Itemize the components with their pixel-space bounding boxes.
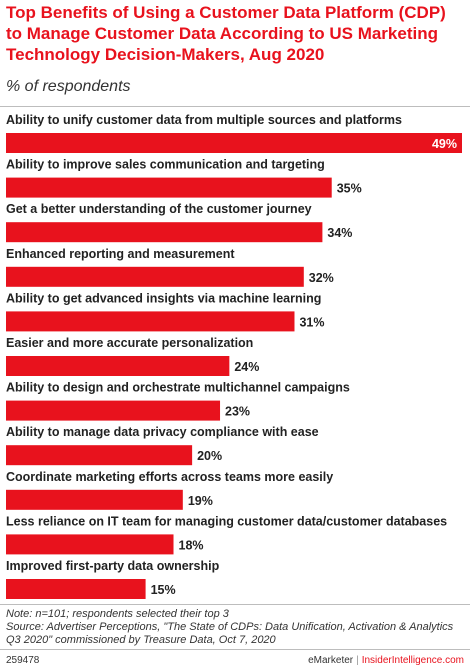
note-text: Note: n=101; respondents selected their … [6, 608, 229, 620]
category-label: Ability to improve sales communication a… [6, 158, 325, 172]
notes-block: Note: n=101; respondents selected their … [6, 608, 466, 647]
value-label: 20% [197, 449, 222, 463]
category-label: Ability to manage data privacy complianc… [6, 425, 319, 439]
bottom-divider [0, 604, 470, 605]
bar [6, 489, 183, 510]
category-label: Enhanced reporting and measurement [6, 247, 235, 261]
bar [6, 445, 193, 466]
category-label: Ability to unify customer data from mult… [6, 113, 402, 127]
bar [6, 400, 221, 421]
bar [6, 177, 332, 198]
category-label: Improved first-party data ownership [6, 559, 220, 573]
bar [6, 133, 462, 153]
bar-chart: Ability to unify customer data from mult… [6, 113, 462, 599]
bar [6, 534, 174, 555]
value-label: 19% [188, 494, 213, 508]
footer-divider [0, 649, 470, 650]
value-label: 15% [151, 583, 176, 597]
bar [6, 266, 304, 287]
bar [6, 311, 295, 332]
bar [6, 356, 230, 376]
value-label: 32% [309, 271, 334, 285]
brand-separator: | [356, 655, 359, 666]
footer-brand: eMarketer | InsiderIntelligence.com [308, 655, 464, 666]
brand-emarketer: eMarketer [308, 655, 354, 666]
value-label: 35% [337, 182, 362, 196]
value-label: 23% [225, 405, 250, 419]
category-label: Less reliance on IT team for managing cu… [6, 514, 447, 528]
category-label: Get a better understanding of the custom… [6, 202, 312, 216]
brand-insider-intelligence: InsiderIntelligence.com [361, 655, 464, 666]
value-label: 34% [327, 226, 352, 240]
source-text: Source: Advertiser Perceptions, "The Sta… [6, 621, 454, 646]
chart-subtitle: % of respondents [6, 78, 131, 95]
value-label: 24% [234, 360, 259, 374]
chart-title: Top Benefits of Using a Customer Data Pl… [6, 3, 446, 64]
top-divider [0, 106, 470, 107]
chart-id: 259478 [6, 655, 40, 666]
category-label: Easier and more accurate personalization [6, 336, 253, 350]
category-label: Coordinate marketing efforts across team… [6, 470, 333, 484]
value-label: 18% [179, 538, 204, 552]
bar [6, 222, 323, 243]
bar [6, 579, 146, 599]
category-label: Ability to get advanced insights via mac… [6, 291, 321, 305]
value-label: 49% [432, 137, 457, 151]
category-label: Ability to design and orchestrate multic… [6, 381, 350, 395]
value-label: 31% [299, 315, 324, 329]
